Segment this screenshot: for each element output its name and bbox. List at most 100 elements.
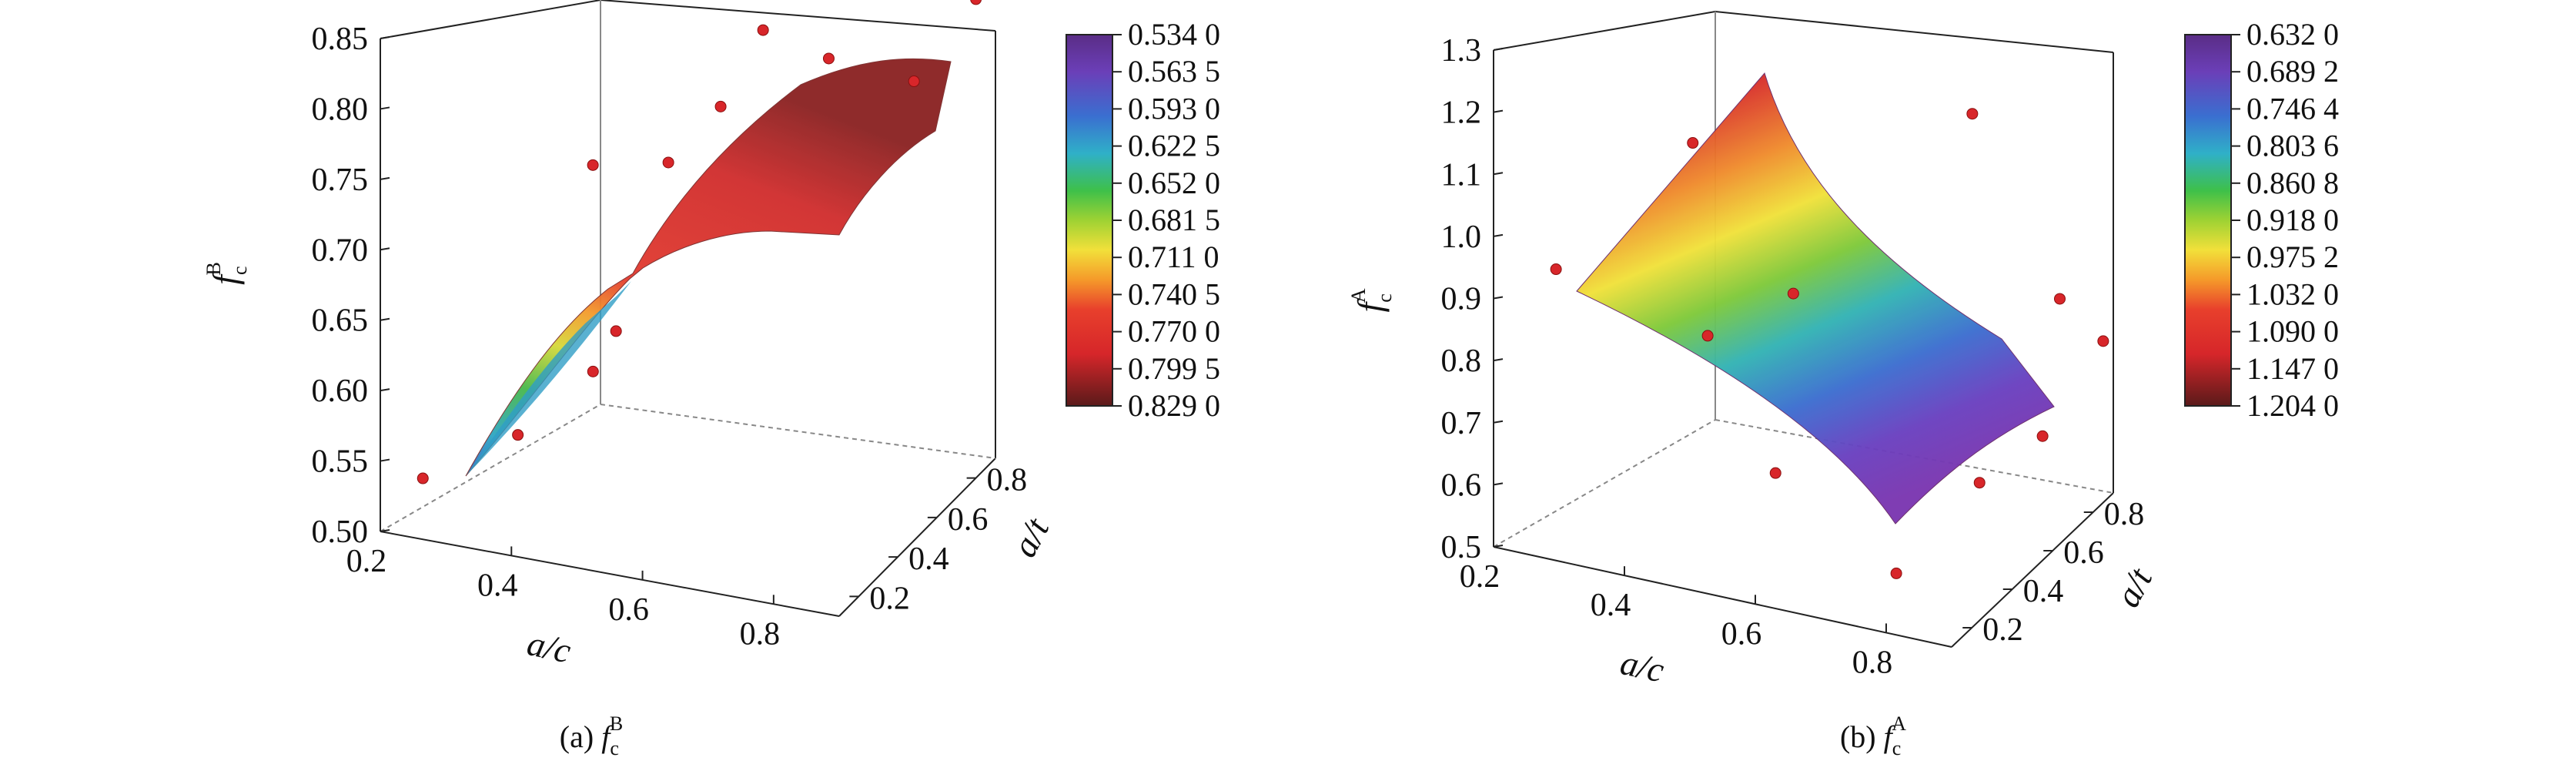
- x-tick-label: 0.6: [1721, 616, 1762, 652]
- z-tick-label: 1.1: [1441, 157, 1482, 193]
- panel-a-colorbar: [1066, 34, 1113, 407]
- panel-b-colorbar-labels: 0.632 00.689 20.746 40.803 60.860 80.918…: [2231, 17, 2339, 423]
- colorbar-label: 0.652 0: [1128, 166, 1220, 200]
- svg-text:fcA: fcA: [1347, 288, 1396, 312]
- colorbar-label: 0.622 5: [1128, 129, 1220, 163]
- x-tick-label: 0.8: [740, 616, 781, 652]
- data-point: [662, 156, 674, 169]
- colorbar-label: 0.918 0: [2246, 203, 2339, 237]
- z-tick-mark: [380, 247, 390, 251]
- z-tick-mark: [1493, 172, 1504, 176]
- panel-b-xlabel: a/c: [1617, 642, 1668, 690]
- x-tick-label: 0.4: [477, 568, 518, 603]
- data-point: [714, 100, 727, 112]
- data-point: [1966, 108, 1979, 120]
- z-tick-mark: [1493, 48, 1504, 51]
- x-tick-label: 0.2: [346, 544, 387, 579]
- colorbar-label: 0.746 4: [2246, 91, 2339, 126]
- panel-a-caption: (a) fcB: [560, 712, 623, 759]
- colorbar-label: 0.632 0: [2246, 17, 2339, 52]
- z-tick-mark: [380, 106, 390, 110]
- colorbar-label: 1.147 0: [2246, 351, 2339, 386]
- data-point: [757, 24, 769, 36]
- z-tick-label: 0.5: [1441, 530, 1482, 565]
- colorbar-label: 0.593 0: [1128, 91, 1220, 126]
- data-point: [2036, 430, 2049, 442]
- data-point: [512, 429, 524, 441]
- data-point: [1973, 477, 1986, 489]
- colorbar-label: 0.799 5: [1128, 351, 1220, 386]
- panel-a-zlabel: fcB: [202, 262, 251, 285]
- data-point: [587, 159, 599, 171]
- data-point: [2097, 335, 2109, 347]
- panel-a-z-ticks: 0.50 0.55 0.60 0.65 0.70 0.75 0.80 0.85: [312, 22, 390, 550]
- y-tick-label: 0.6: [2063, 535, 2104, 571]
- y-tick-label: 0.8: [2104, 497, 2145, 532]
- colorbar-label: 0.681 5: [1128, 203, 1220, 237]
- y-tick-label: 0.2: [869, 581, 910, 616]
- y-tick-label: 0.2: [1982, 612, 2023, 648]
- z-tick-label: 0.80: [312, 92, 369, 127]
- y-tick-label: 0.4: [908, 541, 949, 577]
- colorbar-label: 0.689 2: [2246, 54, 2339, 89]
- z-tick-mark: [1493, 296, 1504, 300]
- z-tick-label: 0.55: [312, 444, 369, 480]
- z-tick-mark: [380, 388, 390, 392]
- panel-b-z-ticks: 0.5 0.6 0.7 0.8 0.9 1.0 1.1 1.2 1.3: [1441, 33, 1504, 565]
- colorbar-label: 0.860 8: [2246, 166, 2339, 200]
- panel-a-x-ticks: 0.2 0.4 0.6 0.8: [346, 522, 780, 652]
- colorbar-label: 1.090 0: [2246, 314, 2339, 349]
- z-tick-mark: [1493, 482, 1504, 486]
- panel-a: 0.500.550.600.650.700.750.800.85 0.20.40…: [202, 0, 1220, 759]
- z-tick-mark: [1493, 358, 1504, 362]
- colorbar-label: 0.534 0: [1128, 17, 1220, 52]
- colorbar-label: 1.204 0: [2246, 388, 2339, 423]
- data-point: [610, 325, 622, 337]
- panel-a-points: [417, 0, 982, 484]
- y-tick-label: 0.6: [948, 502, 989, 538]
- z-tick-label: 0.8: [1441, 344, 1482, 379]
- panel-b-ylabel: a/t: [2107, 561, 2159, 613]
- panel-a-y-ticks: 0.2 0.40.6 0.8: [849, 463, 1028, 616]
- data-point: [2054, 293, 2066, 305]
- colorbar-label: 0.740 5: [1128, 277, 1220, 311]
- colorbar-label: 0.803 6: [2246, 129, 2339, 163]
- panel-b-y-ticks: 0.20.40.60.8: [1962, 497, 2144, 648]
- data-point: [1701, 330, 1714, 342]
- data-point: [1890, 567, 1902, 579]
- y-tick-label: 0.8: [987, 463, 1028, 498]
- colorbar-label: 0.770 0: [1128, 314, 1220, 349]
- colorbar-label: 0.563 5: [1128, 54, 1220, 89]
- z-tick-label: 0.60: [312, 374, 369, 409]
- z-tick-mark: [1493, 420, 1504, 424]
- z-tick-label: 0.65: [312, 303, 369, 339]
- z-tick-label: 0.70: [312, 233, 369, 268]
- z-tick-mark: [380, 176, 390, 180]
- y-tick-label: 0.4: [2023, 574, 2064, 609]
- z-tick-mark: [1493, 109, 1504, 113]
- z-tick-label: 0.6: [1441, 468, 1482, 503]
- z-tick-mark: [380, 458, 390, 462]
- z-tick-mark: [1493, 545, 1504, 548]
- panel-b-caption: (b) fcA: [1840, 712, 1906, 759]
- data-point: [822, 52, 835, 65]
- z-tick-label: 1.2: [1441, 96, 1482, 131]
- z-tick-mark: [1493, 233, 1504, 237]
- z-tick-label: 0.50: [312, 515, 369, 550]
- colorbar-label: 1.032 0: [2246, 277, 2339, 311]
- panel-b-zlabel: fcA: [1347, 288, 1396, 312]
- panel-b-colorbar: [2184, 34, 2232, 407]
- z-tick-label: 0.75: [312, 163, 369, 198]
- x-tick-label: 0.2: [1460, 559, 1500, 595]
- data-point: [417, 472, 429, 484]
- data-point: [587, 365, 599, 377]
- panel-a-surface: [465, 58, 952, 477]
- x-tick-label: 0.8: [1852, 645, 1893, 680]
- panel-a-ylabel: a/t: [1004, 511, 1056, 563]
- data-point: [908, 75, 920, 88]
- z-tick-label: 1.0: [1441, 220, 1482, 255]
- panel-b-points: [1550, 108, 2109, 579]
- colorbar-label: 0.711 0: [1128, 240, 1219, 274]
- data-point: [970, 0, 982, 5]
